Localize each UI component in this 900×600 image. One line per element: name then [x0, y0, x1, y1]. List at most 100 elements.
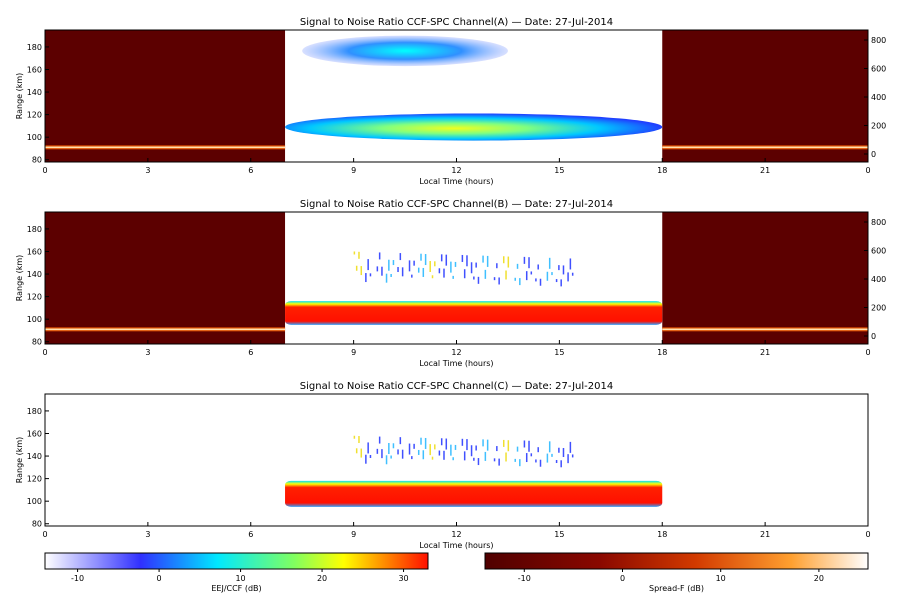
night-layer-core: [45, 146, 286, 149]
echo-streak: [440, 254, 443, 262]
echo-streak: [429, 260, 431, 272]
echo-streak: [539, 459, 542, 467]
echo-streak: [401, 267, 404, 277]
echo-streak: [505, 452, 507, 462]
echo-streak: [450, 261, 452, 273]
echo-streak: [399, 253, 402, 261]
echo-streak: [417, 449, 420, 455]
echo-region: [353, 251, 574, 287]
colorbar-tick-label: 0: [157, 574, 162, 583]
echo-streak: [466, 439, 468, 451]
echo-streak: [355, 265, 358, 271]
echo-streak: [378, 436, 381, 444]
colorbar-tick-label: -10: [518, 574, 531, 583]
echo-streak: [558, 265, 560, 271]
echo-streak: [369, 454, 372, 458]
echo-streak: [482, 439, 484, 447]
echo-streak: [484, 269, 487, 279]
echo-streak: [434, 444, 436, 450]
echo-region: [285, 301, 663, 325]
echo-streak: [353, 251, 356, 255]
colorbar-tick-label: -10: [71, 574, 84, 583]
echo-streak: [535, 278, 537, 282]
y-axis-label: Range (km): [15, 73, 24, 120]
echo-streak: [507, 256, 510, 268]
x-axis-label: Local Time (hours): [419, 359, 493, 368]
chart-panel-b: Signal to Noise Ratio CCF-SPC Channel(B)…: [15, 199, 886, 368]
echo-streak: [567, 454, 569, 464]
echo-streak: [411, 456, 413, 460]
echo-streak: [365, 273, 367, 283]
echo-streak: [496, 446, 498, 452]
echo-streak: [502, 439, 505, 447]
y-tick-label: 140: [27, 88, 42, 97]
echo-streak: [466, 255, 468, 267]
colorbar-tick-label: 20: [317, 574, 327, 583]
echo-streak: [562, 448, 565, 458]
x-axis-label: Local Time (hours): [419, 541, 493, 550]
y2-tick-label: 800: [871, 36, 886, 45]
x-tick-label: 0: [42, 166, 47, 175]
x-tick-label: 18: [657, 166, 667, 175]
y2-tick-label: 200: [871, 122, 886, 131]
y-tick-label: 180: [27, 225, 42, 234]
y-tick-label: 100: [27, 133, 42, 142]
echo-streak: [493, 458, 496, 462]
echo-streak: [385, 273, 388, 283]
echo-streak: [365, 454, 367, 464]
colorbar-label: Spread-F (dB): [649, 584, 704, 593]
echo-streak: [360, 448, 363, 458]
colorbar-gradient: [44, 552, 429, 570]
echo-streak: [431, 456, 434, 460]
echo-streak: [397, 449, 399, 455]
x-tick-label: 21: [760, 166, 770, 175]
echo-streak: [452, 457, 454, 461]
echo-streak: [424, 254, 427, 266]
y-tick-label: 100: [27, 315, 42, 324]
echo-streak: [560, 279, 562, 287]
y2-tick-label: 400: [871, 275, 886, 284]
echo-streak: [353, 435, 356, 439]
night-panel: [45, 30, 286, 162]
echo-streak: [378, 252, 381, 260]
echo-streak: [473, 276, 475, 280]
colorbar-eej: -10 0 10 20 30 EEJ/CCF (dB): [44, 552, 429, 593]
y2-tick-label: 600: [871, 65, 886, 74]
y2-tick-label: 0: [871, 332, 876, 341]
x-tick-label: 6: [248, 530, 253, 539]
echo-region: [302, 35, 508, 67]
echo-streak: [505, 270, 507, 280]
echo-streak: [367, 259, 369, 271]
echo-streak: [551, 272, 553, 276]
echo-streak: [571, 454, 574, 458]
echo-streak: [381, 449, 383, 459]
echo-streak: [514, 277, 516, 281]
x-tick-label: 0: [865, 530, 870, 539]
echo-streak: [390, 455, 392, 459]
echo-streak: [463, 269, 466, 279]
echo-streak: [523, 256, 526, 264]
echo-streak: [381, 266, 383, 276]
echo-region: [285, 480, 663, 507]
echo-streak: [438, 268, 441, 274]
colorbar-label: EEJ/CCF (dB): [211, 584, 261, 593]
x-tick-label: 3: [145, 348, 150, 357]
echo-streak: [477, 276, 480, 284]
echo-streak: [463, 451, 466, 461]
x-tick-label: 0: [42, 348, 47, 357]
x-tick-label: 9: [351, 530, 356, 539]
echo-streak: [390, 273, 392, 277]
echo-streak: [397, 267, 399, 273]
echo-streak: [450, 444, 452, 456]
echo-streak: [502, 256, 505, 264]
x-tick-label: 12: [451, 348, 461, 357]
echo-streak: [376, 448, 379, 454]
colorbar-gradient: [484, 552, 869, 570]
colorbar-tick-label: 10: [716, 574, 726, 583]
echo-streak: [514, 458, 516, 462]
echo-streak: [461, 438, 464, 446]
y2-tick-label: 200: [871, 304, 886, 313]
x-tick-label: 9: [351, 348, 356, 357]
echo-streak: [546, 271, 549, 281]
y-tick-label: 120: [27, 293, 42, 302]
